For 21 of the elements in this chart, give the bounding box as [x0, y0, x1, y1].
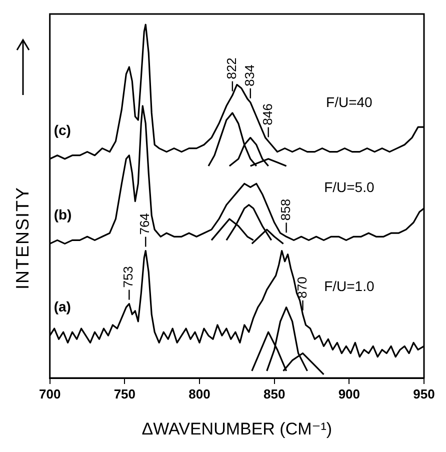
series-label: (b)	[54, 206, 72, 223]
annotation: 846	[260, 104, 275, 126]
annotation: 834	[242, 64, 257, 86]
annotation: 822	[224, 58, 240, 80]
annotation: F/U=40	[326, 94, 373, 110]
annotation: 858	[278, 198, 293, 221]
x-tick-label: 950	[413, 386, 435, 402]
annotation: 753	[120, 266, 136, 288]
x-tick-label: 850	[263, 386, 286, 402]
series-label: (a)	[54, 298, 71, 314]
x-tick-label: 700	[38, 386, 61, 402]
annotation: 764	[137, 213, 152, 235]
x-tick-label: 900	[338, 386, 360, 402]
x-tick-label: 750	[114, 386, 136, 402]
annotation: 870	[294, 276, 310, 298]
annotation: F/U=5.0	[324, 178, 374, 195]
y-axis-title: INTENSITY	[12, 186, 34, 290]
series-label: (c)	[54, 122, 71, 138]
x-tick-label: 800	[188, 386, 210, 402]
x-axis-title: ΔWAVENUMBER (CM⁻¹)	[142, 419, 332, 438]
annotation: F/U=1.0	[324, 278, 374, 294]
